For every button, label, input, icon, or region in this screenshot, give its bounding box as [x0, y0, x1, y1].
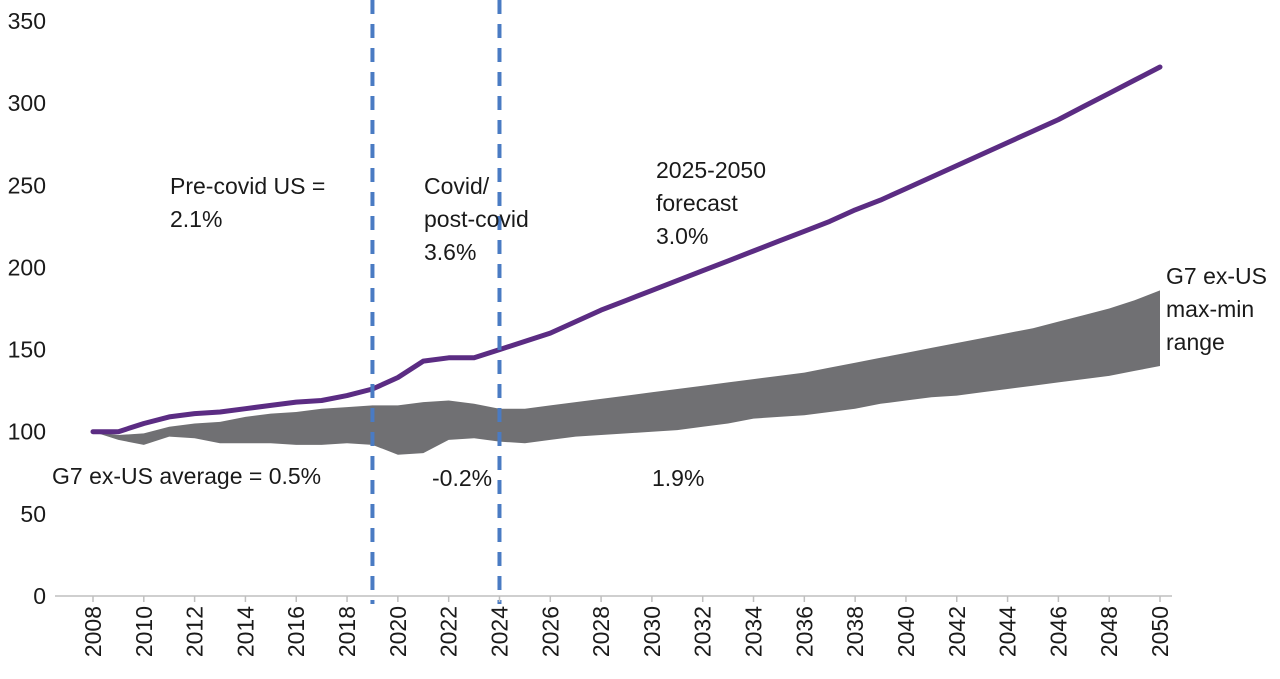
x-tick-label: 2008	[80, 606, 106, 657]
x-tick-label: 2018	[334, 606, 360, 657]
g7-range-band-group	[93, 290, 1160, 455]
annotation-forecast: 2025-2050 forecast 3.0%	[656, 157, 772, 249]
x-tick-label: 2020	[385, 606, 411, 657]
y-axis-ticks: 0 50 100 150 200 250 300 350	[8, 8, 46, 609]
x-tick-label: 2012	[182, 606, 208, 657]
period-dividers	[370, 0, 502, 604]
y-tick-label: 150	[8, 337, 46, 363]
y-tick-label: 200	[8, 254, 46, 280]
y-tick-label: 100	[8, 419, 46, 445]
x-tick-label: 2024	[486, 606, 512, 657]
annotation-covid: Covid/ post-covid 3.6%	[424, 173, 535, 265]
annotation-pre-covid-line-2: 2.1%	[170, 206, 222, 232]
x-tick-label: 2022	[436, 606, 462, 657]
x-tick-label: 2040	[893, 606, 919, 657]
annotation-band-label-line-1: G7 ex-US	[1166, 263, 1267, 289]
annotation-forecast-line-3: 3.0%	[656, 223, 708, 249]
annotation-forecast-line-1: 2025-2050	[656, 157, 766, 183]
x-tick-label: 2016	[283, 606, 309, 657]
x-tick-label: 2014	[232, 606, 258, 657]
annotation-band-label: G7 ex-US max-min range	[1166, 263, 1273, 355]
x-tick-label: 2046	[1045, 606, 1071, 657]
us-series-line	[90, 64, 1163, 435]
g7-range-band	[93, 290, 1160, 455]
annotation-forecast-line-2: forecast	[656, 190, 738, 216]
x-tick-label: 2010	[131, 606, 157, 657]
y-tick-label: 0	[33, 583, 46, 609]
x-tick-label: 2042	[944, 606, 970, 657]
annotation-g7-covid: -0.2%	[432, 465, 492, 491]
x-tick-label: 2026	[537, 606, 563, 657]
x-tick-label: 2030	[639, 606, 665, 657]
y-tick-label: 250	[8, 172, 46, 198]
y-tick-label: 50	[20, 501, 46, 527]
x-tick-label: 2028	[588, 606, 614, 657]
x-tick-label: 2044	[995, 606, 1021, 657]
annotation-covid-line-3: 3.6%	[424, 239, 476, 265]
annotation-pre-covid-line-1: Pre-covid US =	[170, 173, 325, 199]
annotation-g7-pre-covid: G7 ex-US average = 0.5%	[52, 463, 321, 489]
y-tick-label: 350	[8, 8, 46, 34]
us-line-group	[90, 64, 1163, 435]
annotations: Pre-covid US = 2.1% Covid/ post-covid 3.…	[52, 157, 1273, 491]
x-tick-label: 2034	[741, 606, 767, 657]
annotation-g7-forecast: 1.9%	[652, 465, 704, 491]
x-axis-ticks: 2008 2010 2012 2014 2016 2018 2020 2022 2024 2026…	[80, 596, 1173, 657]
x-tick-label: 2032	[690, 606, 716, 657]
annotation-covid-line-1: Covid/	[424, 173, 490, 199]
x-tick-label: 2048	[1096, 606, 1122, 657]
x-tick-label: 2050	[1147, 606, 1173, 657]
annotation-pre-covid: Pre-covid US = 2.1%	[170, 173, 332, 232]
annotation-band-label-line-2: max-min	[1166, 296, 1254, 322]
annotation-band-label-line-3: range	[1166, 329, 1225, 355]
x-tick-label: 2038	[842, 606, 868, 657]
x-tick-label: 2036	[791, 606, 817, 657]
y-tick-label: 300	[8, 90, 46, 116]
annotation-covid-line-2: post-covid	[424, 206, 529, 232]
